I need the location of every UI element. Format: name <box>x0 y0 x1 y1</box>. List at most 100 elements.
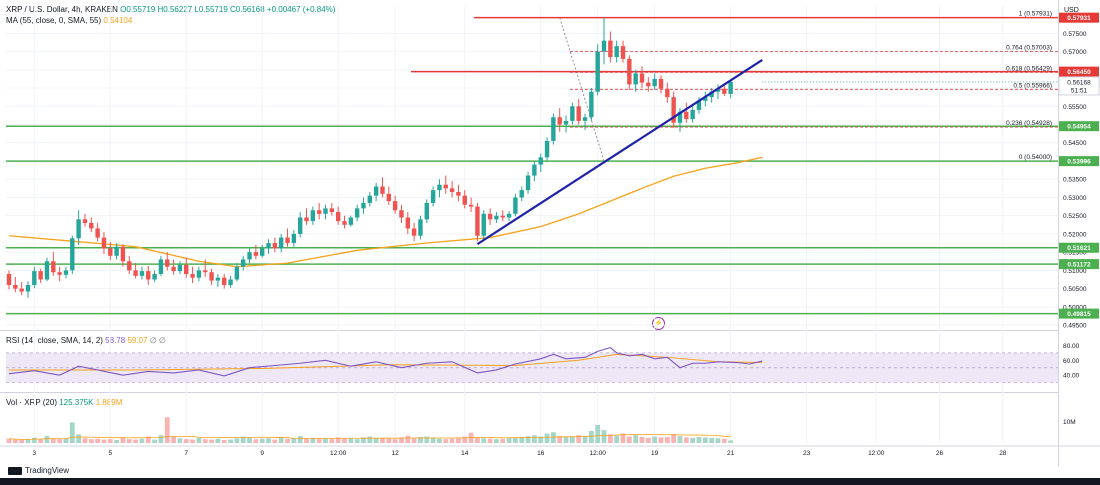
fib-level-label: 0.764 (0.57003) <box>1006 44 1052 51</box>
candle-body <box>57 272 62 275</box>
volume-bar <box>576 435 582 443</box>
candle-body <box>684 111 689 120</box>
ma-label: MA (55, close, 0, SMA, 55) <box>6 16 102 25</box>
price-tick-label: 0.51000 <box>1063 268 1087 275</box>
price-axis-border <box>1058 0 1059 466</box>
candle-body <box>260 248 265 256</box>
candle-body <box>620 46 626 59</box>
volume-tick-label: 10M <box>1063 419 1076 426</box>
ma55-line <box>8 156 763 268</box>
ma-legend[interactable]: MA (55, close, 0, SMA, 55) 0.54104 <box>6 16 132 25</box>
support-price-label: 0.51172 <box>1067 262 1091 269</box>
candle-body <box>494 215 499 220</box>
candle-body <box>209 272 214 281</box>
candle-body <box>253 252 259 256</box>
candle-body <box>222 277 227 285</box>
volume-legend[interactable]: Vol · XRP (20) 125.375K 1.889M <box>6 398 122 407</box>
rsi-value: 58.78 <box>105 336 126 345</box>
candle-body <box>133 270 138 276</box>
candle-body <box>487 213 493 220</box>
time-tick-label: 26 <box>936 450 944 457</box>
candle-body <box>551 117 556 141</box>
volume-bar <box>342 438 347 443</box>
candle-body <box>272 243 278 249</box>
volume-bar <box>430 437 436 443</box>
candle-body <box>722 88 727 94</box>
volume-bar <box>297 436 303 443</box>
candle-body <box>234 266 240 280</box>
volume-bar <box>677 436 683 443</box>
volume-bar <box>57 439 63 443</box>
candle-body <box>506 213 512 218</box>
price-tick-label: 0.57000 <box>1063 49 1087 56</box>
price-tick-label: 0.55500 <box>1063 104 1087 111</box>
candle-body <box>190 274 195 278</box>
volume-bar <box>44 436 50 443</box>
volume-bar <box>253 439 259 443</box>
volume-bar <box>569 436 575 443</box>
candle-body <box>323 208 328 214</box>
volume-bar <box>114 439 120 443</box>
support-price-tag <box>1059 121 1099 132</box>
pane-separator-volume[interactable] <box>0 392 1058 393</box>
lightning-icon[interactable]: ⚡ <box>652 317 665 330</box>
tradingview-logo[interactable]: TradingView <box>8 466 69 475</box>
candle-body <box>658 78 664 89</box>
price-tick-label: 0.53000 <box>1063 195 1087 202</box>
candle-body <box>570 106 575 121</box>
volume-bar <box>411 438 417 443</box>
volume-bar <box>443 439 449 443</box>
pane-separator-rsi[interactable] <box>0 330 1058 331</box>
volume-bar <box>595 424 601 443</box>
volume-bar <box>240 436 246 443</box>
volume-bar <box>209 439 214 443</box>
candle-body <box>449 188 455 192</box>
volume-bar <box>329 439 335 443</box>
volume-bar <box>335 437 341 443</box>
volume-bar <box>607 434 613 443</box>
chart-header: XRP / U.S. Dollar, 4h, KRAKEN O0.55719 H… <box>6 5 335 14</box>
volume-bar <box>228 439 233 443</box>
candle-body <box>196 270 202 278</box>
candle-body <box>95 228 100 238</box>
symbol-title[interactable]: XRP / U.S. Dollar, 4h, KRAKEN <box>6 5 118 14</box>
time-tick-label: 16 <box>537 450 545 457</box>
candle-body <box>304 217 309 222</box>
volume-bar <box>82 438 88 443</box>
time-tick-label: 14 <box>461 450 469 457</box>
price-axis-currency[interactable]: USD <box>1064 7 1079 14</box>
candle-body <box>538 157 543 165</box>
candle-body <box>652 78 657 87</box>
volume-bar <box>645 437 651 443</box>
rsi-extra: ∅ ∅ <box>149 336 166 345</box>
support-price-label: 0.49815 <box>1067 311 1091 318</box>
candle-body <box>76 219 81 239</box>
volume-bar <box>323 438 328 443</box>
candle-body <box>443 184 448 189</box>
volume-bar <box>278 436 284 443</box>
volume-bar <box>696 436 702 443</box>
candle-body <box>373 186 379 196</box>
candle-body <box>468 204 474 207</box>
volume-bar <box>449 438 455 443</box>
candle-body <box>589 91 594 118</box>
volume-bar <box>190 439 195 443</box>
candle-body <box>203 270 208 273</box>
candle-body <box>329 208 335 213</box>
volume-bar <box>171 436 176 443</box>
price-tick-label: 0.51500 <box>1063 250 1087 257</box>
candle-body <box>25 284 31 292</box>
volume-bar <box>304 438 309 443</box>
rsi-legend[interactable]: RSI (14, close, SMA, 14, 2) 58.78 59.07 … <box>6 336 166 345</box>
volume-bar <box>120 437 126 443</box>
candle-body <box>101 237 107 249</box>
chart-canvas[interactable]: 0.575000.570000.565000.560000.555000.550… <box>0 0 1100 466</box>
rsi-tick-label: 80.00 <box>1063 343 1080 350</box>
candle-body <box>633 73 638 85</box>
price-tick-label: 0.54500 <box>1063 140 1087 147</box>
volume-bar <box>487 438 493 443</box>
time-tick-label: 5 <box>108 450 112 457</box>
candle-body <box>392 201 398 211</box>
time-tick-label: 21 <box>727 450 735 457</box>
